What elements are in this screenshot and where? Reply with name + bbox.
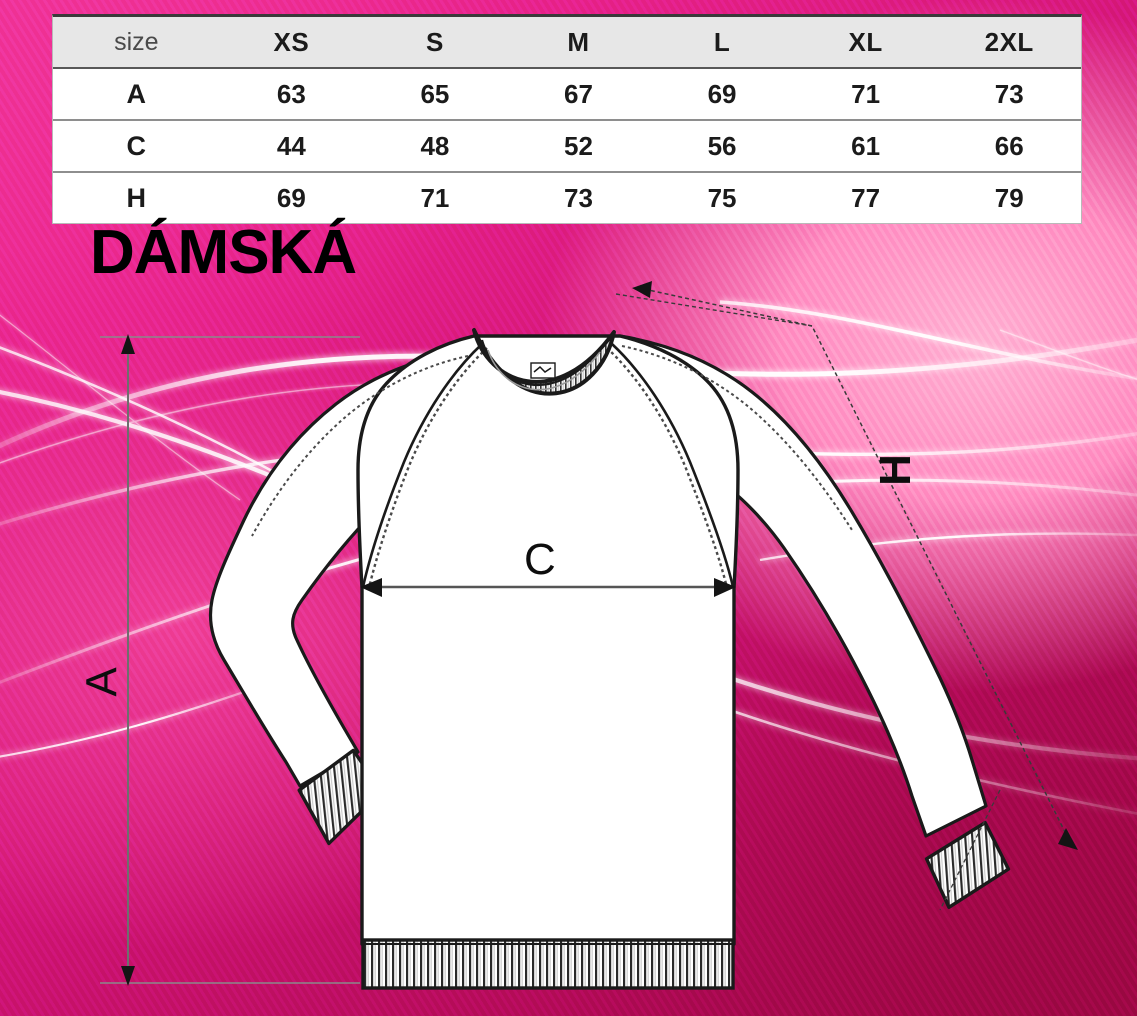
table-header-row: size XS S M L XL 2XL (53, 17, 1081, 69)
cell-c-m: 52 (506, 119, 651, 172)
cell-a-xs: 63 (219, 68, 364, 120)
row-label-h: H (53, 171, 220, 223)
cell-h-xl: 77 (793, 171, 938, 223)
arrow-left-icon (632, 281, 652, 298)
row-label-c: C (53, 119, 220, 172)
table-header-l: L (650, 17, 794, 69)
cell-h-2xl: 79 (937, 171, 1081, 223)
table-header-xs: XS (219, 17, 364, 69)
collar (472, 328, 616, 396)
cell-c-s: 48 (363, 119, 507, 172)
cell-a-m: 67 (506, 68, 651, 120)
table-header-m: M (506, 17, 651, 69)
right-sleeve-seam-stitch (621, 345, 853, 531)
cell-h-l: 75 (650, 171, 794, 223)
page-title: DÁMSKÁ (90, 218, 357, 287)
arrow-up-icon (121, 334, 135, 354)
cell-c-xl: 61 (793, 119, 938, 172)
dimension-label-h: H (870, 454, 920, 486)
cell-h-s: 71 (363, 171, 507, 223)
dimension-label-a: A (77, 667, 127, 697)
cell-c-l: 56 (650, 119, 794, 172)
neck-label-icon (530, 362, 556, 379)
arrow-down-icon (121, 966, 135, 986)
row-label-a: A (53, 68, 220, 120)
cell-a-l: 69 (650, 68, 794, 120)
left-sleeve-seam-stitch (251, 355, 469, 537)
cell-a-xl: 71 (793, 68, 938, 120)
right-cuff (924, 820, 1011, 910)
raglan-seam-right (611, 343, 735, 588)
raglan-seam-left (361, 343, 483, 588)
table-row: A 63 65 67 69 71 73 (53, 68, 1081, 120)
dimension-label-c: C (524, 535, 556, 584)
cell-h-m: 73 (506, 171, 651, 223)
size-chart-table: size XS S M L XL 2XL A 63 65 67 69 71 73… (52, 14, 1082, 224)
arrow-right-icon (714, 578, 736, 597)
cell-a-2xl: 73 (937, 68, 1081, 120)
garment-body (208, 328, 1011, 990)
arrow-left-icon (360, 578, 382, 597)
table-header-s: S (363, 17, 507, 69)
bottom-hem (361, 938, 735, 990)
table-row: H 69 71 73 75 77 79 (53, 171, 1081, 223)
dimension-a (100, 334, 360, 986)
table-header-2xl: 2XL (937, 17, 1081, 69)
dimension-h (615, 281, 1078, 911)
cell-c-xs: 44 (219, 119, 364, 172)
torso (356, 334, 740, 946)
table-header-size: size (53, 17, 220, 69)
arrow-right-icon (1058, 828, 1078, 850)
table-header-xl: XL (793, 17, 938, 69)
table-row: C 44 48 52 56 61 66 (53, 119, 1081, 172)
dimension-c (360, 578, 736, 597)
cell-a-s: 65 (363, 68, 507, 120)
cell-h-xs: 69 (219, 171, 364, 223)
cell-c-2xl: 66 (937, 119, 1081, 172)
